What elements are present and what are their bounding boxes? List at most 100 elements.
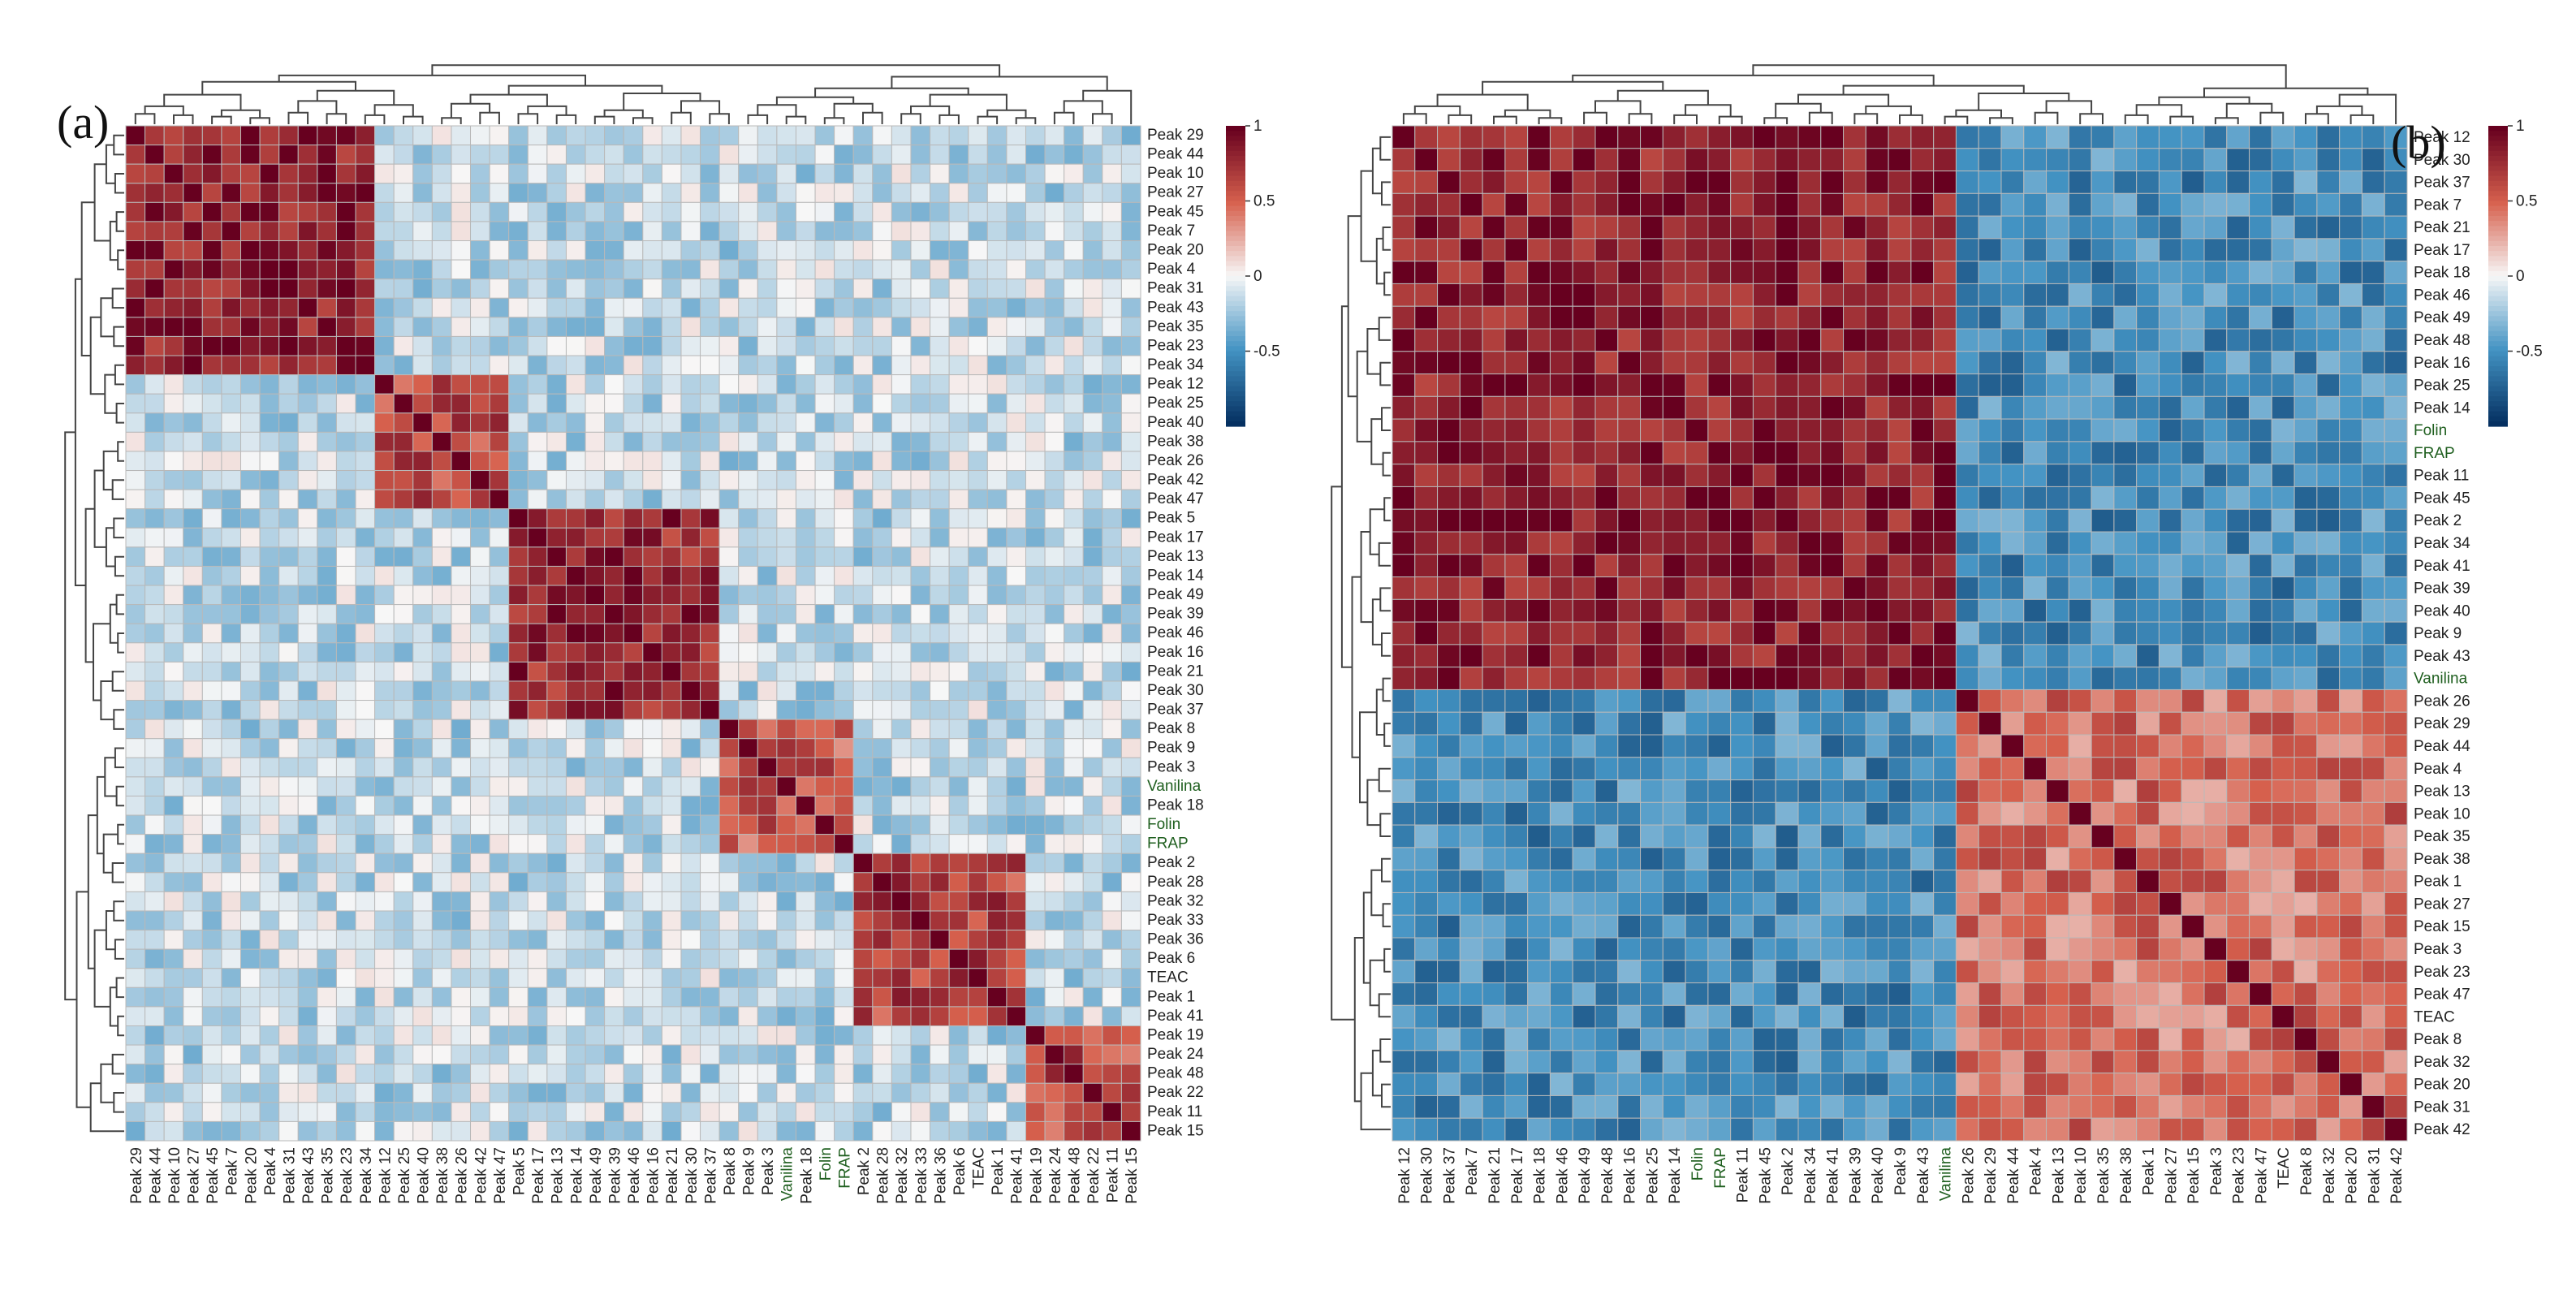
heatmap-cell — [585, 508, 606, 529]
heatmap-cell — [814, 163, 835, 184]
heatmap-cell — [565, 1044, 586, 1065]
heatmap-cell — [546, 891, 567, 912]
heatmap-cell — [431, 412, 452, 433]
heatmap-cell — [661, 872, 682, 892]
heatmap-cell — [1064, 719, 1084, 740]
heatmap-cell — [1888, 328, 1912, 352]
colorbar-swatch — [1226, 421, 1245, 427]
heatmap-cell — [1482, 1027, 1506, 1051]
heatmap-cell — [1437, 757, 1461, 781]
heatmap-cell — [431, 986, 452, 1008]
colorbar-swatch — [1226, 411, 1245, 417]
heatmap-cell — [1933, 621, 1957, 645]
heatmap-cell — [718, 546, 740, 567]
heatmap-cell — [834, 1102, 854, 1122]
heatmap-cell — [1820, 441, 1845, 465]
heatmap-cell — [335, 183, 356, 203]
heatmap-cell — [240, 968, 261, 988]
heatmap-cell — [718, 948, 740, 969]
heatmap-cell — [738, 278, 758, 299]
heatmap-cell — [2046, 305, 2069, 330]
dendrogram-branch — [1383, 948, 1391, 973]
heatmap-cell — [2023, 508, 2047, 533]
heatmap-cell — [451, 259, 472, 280]
heatmap-cell — [1044, 1120, 1065, 1142]
heatmap-cell — [508, 412, 529, 433]
heatmap-cell — [297, 700, 318, 720]
heatmap-cell — [738, 661, 758, 682]
heatmap-cell — [1044, 451, 1065, 472]
heatmap-cell — [259, 393, 280, 414]
heatmap-cell — [814, 527, 835, 548]
heatmap-cell — [661, 776, 682, 796]
heatmap-cell — [757, 738, 778, 758]
heatmap-cell — [930, 374, 950, 395]
heatmap-cell — [221, 431, 242, 452]
dendrogram-branch — [747, 114, 769, 124]
heatmap-cell — [2068, 644, 2092, 668]
heatmap-cell — [145, 470, 165, 490]
heatmap-cell — [1978, 261, 2002, 284]
heatmap-cell — [393, 297, 414, 318]
heatmap-cell — [2226, 734, 2250, 758]
heatmap-cell — [1865, 937, 1889, 961]
heatmap-cell — [2000, 598, 2025, 623]
heatmap-cell — [1662, 711, 1686, 736]
heatmap-cell — [1775, 667, 1799, 690]
heatmap-cell — [2136, 914, 2160, 939]
heatmap-cell — [2316, 508, 2341, 533]
heatmap-cell — [2091, 644, 2115, 668]
heatmap-cell — [1392, 305, 1416, 330]
heatmap-cell — [2091, 870, 2115, 893]
heatmap-cell — [1797, 171, 1822, 194]
heatmap-cell — [201, 278, 222, 299]
heatmap-cell — [2271, 351, 2295, 375]
heatmap-cell — [1888, 801, 1912, 826]
heatmap-cell — [834, 642, 854, 663]
heatmap-cell — [527, 700, 548, 720]
heatmap-cell — [451, 1120, 472, 1142]
heatmap-cell — [451, 623, 472, 644]
heatmap-cell — [2068, 891, 2092, 916]
heatmap-cell — [1797, 779, 1822, 803]
heatmap-cell — [1459, 418, 1483, 442]
heatmap-cell — [814, 776, 835, 796]
heatmap-cell — [335, 431, 356, 452]
heatmap-cell — [642, 393, 662, 414]
heatmap-cell — [317, 910, 337, 931]
heatmap-cell — [814, 814, 835, 835]
heatmap-cell — [2158, 351, 2182, 375]
heatmap-cell — [1025, 776, 1046, 796]
heatmap-cell — [201, 1064, 222, 1084]
column-label-peak-34: Peak 34 — [358, 1147, 375, 1204]
heatmap-cell — [451, 183, 472, 203]
heatmap-cell — [1933, 667, 1957, 690]
heatmap-cell — [183, 125, 203, 146]
heatmap-cell — [1572, 305, 1596, 330]
heatmap-cell — [565, 776, 586, 796]
heatmap-cell — [431, 1025, 452, 1046]
heatmap-cell — [1120, 776, 1141, 796]
heatmap-cell — [431, 1120, 452, 1142]
heatmap-cell — [968, 604, 988, 624]
heatmap-cell — [1640, 621, 1663, 645]
heatmap-cell — [680, 795, 701, 816]
heatmap-cell — [1527, 937, 1551, 961]
heatmap-cell — [2136, 508, 2160, 533]
heatmap-cell — [642, 948, 662, 969]
heatmap-cell — [1549, 1027, 1573, 1051]
heatmap-cell — [1888, 711, 1912, 736]
heatmap-cell — [489, 834, 510, 854]
heatmap-cell — [1594, 1004, 1619, 1029]
heatmap-cell — [2293, 824, 2318, 848]
heatmap-cell — [163, 680, 184, 701]
heatmap-cell — [1414, 870, 1439, 893]
heatmap-cell — [317, 814, 337, 835]
heatmap-cell — [1640, 960, 1663, 984]
heatmap-cell — [240, 565, 261, 586]
heatmap-cell — [700, 489, 720, 510]
dendrogram-branch — [1853, 113, 1879, 124]
heatmap-cell — [221, 355, 242, 376]
heatmap-cell — [1392, 621, 1416, 645]
heatmap-cell — [1572, 261, 1596, 284]
